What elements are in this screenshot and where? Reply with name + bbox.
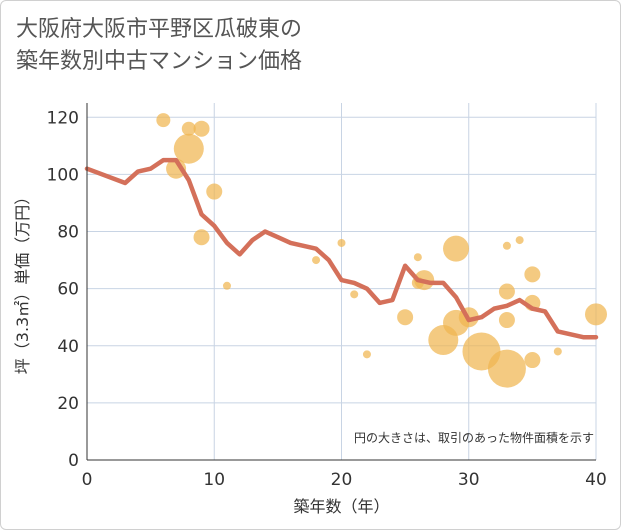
data-bubble — [397, 309, 414, 326]
data-bubble — [362, 350, 371, 359]
x-tick-label: 0 — [82, 470, 93, 490]
data-bubble — [524, 352, 541, 369]
y-tick-label: 100 — [47, 165, 79, 185]
data-bubble — [337, 238, 346, 247]
data-bubble — [515, 236, 524, 245]
data-bubble — [193, 120, 210, 137]
data-bubble — [173, 133, 204, 164]
data-bubble — [222, 281, 231, 290]
trend-series — [84, 157, 599, 340]
x-tick-label: 20 — [331, 470, 353, 490]
x-tick-label: 10 — [203, 470, 225, 490]
chart-title: 大阪府大阪市平野区瓜破東の 築年数別中古マンション価格 — [16, 14, 302, 78]
data-bubble — [193, 229, 210, 246]
y-tick-label: 60 — [57, 280, 79, 300]
axes: 0 20 40 60 80 100 120 0 10 20 30 40 — [47, 103, 607, 490]
y-tick-label: 40 — [57, 337, 79, 357]
bubble-series — [156, 113, 607, 388]
data-bubble — [498, 283, 515, 300]
x-tick-label: 30 — [458, 470, 480, 490]
data-bubble — [181, 121, 196, 136]
data-bubble — [502, 241, 511, 250]
chart-title-line2: 築年数別中古マンション価格 — [16, 49, 303, 74]
data-bubble — [413, 253, 422, 262]
data-bubble — [443, 235, 470, 262]
y-axis-title: 坪（3.3㎡）単価（万円） — [13, 189, 32, 374]
data-bubble — [524, 266, 541, 283]
y-tick-label: 0 — [68, 451, 79, 471]
size-legend-note: 円の大きさは、取引のあった物件面積を示す — [354, 430, 594, 445]
y-tick-label: 120 — [47, 108, 79, 128]
data-bubble — [156, 113, 171, 128]
data-bubble — [585, 303, 607, 326]
chart-title-line1: 大阪府大阪市平野区瓜破東の — [16, 17, 303, 42]
data-bubble — [487, 349, 526, 388]
data-bubble — [498, 312, 515, 329]
data-bubble — [312, 256, 321, 265]
trend-line — [84, 157, 599, 340]
data-bubble — [350, 290, 359, 299]
y-tick-label: 80 — [57, 223, 79, 243]
y-tick-label: 20 — [57, 394, 79, 414]
x-tick-label: 40 — [585, 470, 607, 490]
data-bubble — [166, 158, 187, 179]
x-axis-title: 築年数（年） — [293, 497, 389, 516]
data-bubble — [553, 347, 562, 356]
data-bubble — [206, 183, 223, 200]
